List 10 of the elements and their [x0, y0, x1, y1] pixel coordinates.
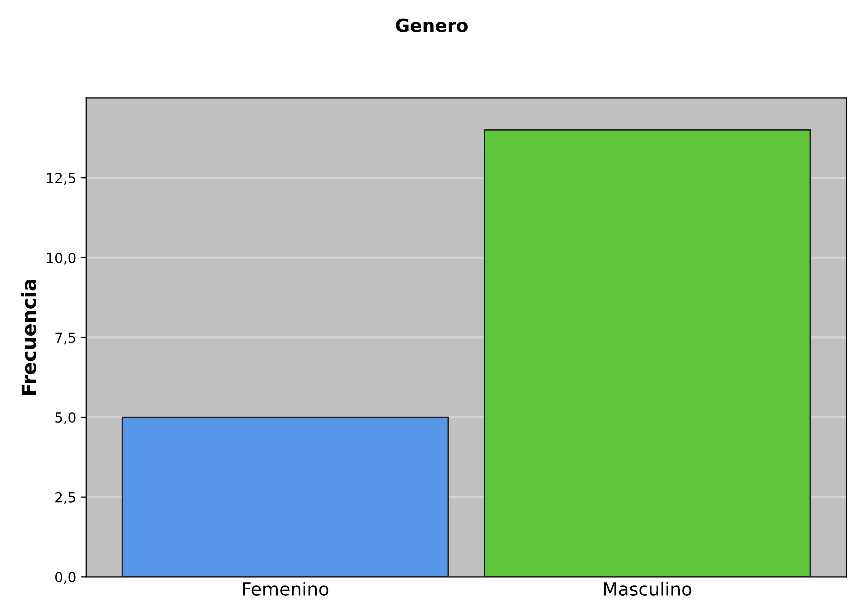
- y-tick-label: 2,5: [56, 492, 76, 504]
- x-tick-label: Femenino: [243, 582, 329, 596]
- y-tick-label: 5,0: [56, 412, 76, 424]
- y-tick-label: 0,0: [56, 572, 76, 584]
- chart-title: Genero: [396, 18, 468, 32]
- y-axis-title: Frecuencia: [21, 280, 36, 396]
- y-tick-label: 7,5: [56, 332, 76, 345]
- y-tick-label: 12,5: [47, 173, 76, 185]
- y-tick-label: 10,0: [47, 252, 76, 265]
- x-tick-label: Masculino: [604, 582, 692, 596]
